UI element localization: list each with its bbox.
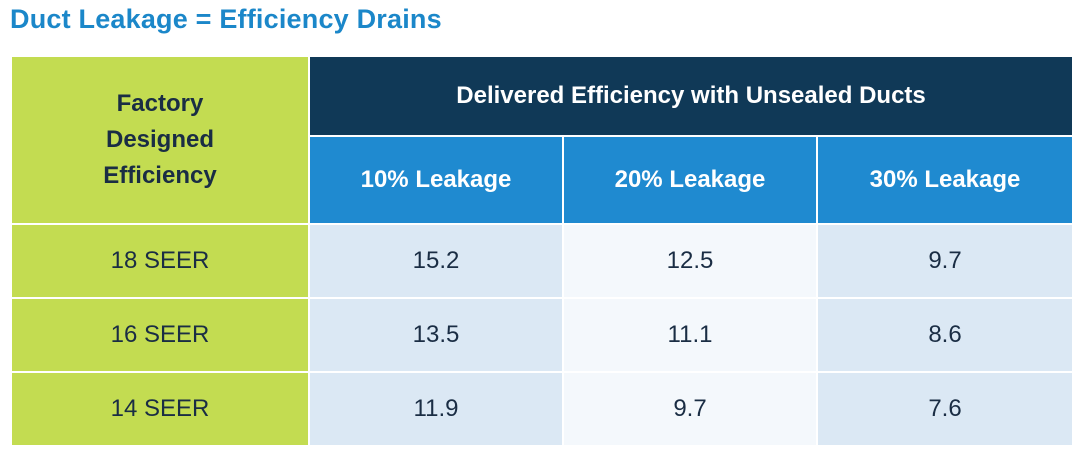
value-cell: 13.5 (308, 297, 564, 373)
row-header-label-line-2: Designed (105, 126, 215, 153)
value-cell: 12.5 (562, 223, 818, 299)
table-row: 16 SEER 13.5 11.1 8.6 (10, 297, 1075, 373)
row-header-label-line-3: Efficiency (103, 162, 217, 189)
chart-title: Duct Leakage = Efficiency Drains (10, 4, 442, 34)
value-cell: 8.6 (815, 297, 1075, 373)
table-row: 18 SEER 15.2 12.5 9.7 (10, 223, 1075, 299)
column-header-10-leakage: 10% Leakage (308, 135, 564, 225)
value-cell: 7.6 (815, 371, 1075, 447)
value-cell: 15.2 (308, 223, 564, 299)
efficiency-table: Factory Designed Efficiency Delivered Ef… (10, 55, 1075, 447)
value-cell: 11.9 (308, 371, 564, 447)
value-cell: 11.1 (562, 297, 818, 373)
row-label: 16 SEER (10, 297, 310, 373)
row-label: 18 SEER (10, 223, 310, 299)
row-label: 14 SEER (10, 371, 310, 447)
table-row: 14 SEER 11.9 9.7 7.6 (10, 371, 1075, 447)
value-cell: 9.7 (562, 371, 818, 447)
column-header-30-leakage: 30% Leakage (815, 135, 1075, 225)
row-header-label-line-1: Factory (116, 90, 204, 117)
row-header-label: Factory Designed Efficiency (10, 55, 310, 225)
value-cell: 9.7 (815, 223, 1075, 299)
column-header-20-leakage: 20% Leakage (562, 135, 818, 225)
group-header: Delivered Efficiency with Unsealed Ducts (307, 55, 1075, 137)
